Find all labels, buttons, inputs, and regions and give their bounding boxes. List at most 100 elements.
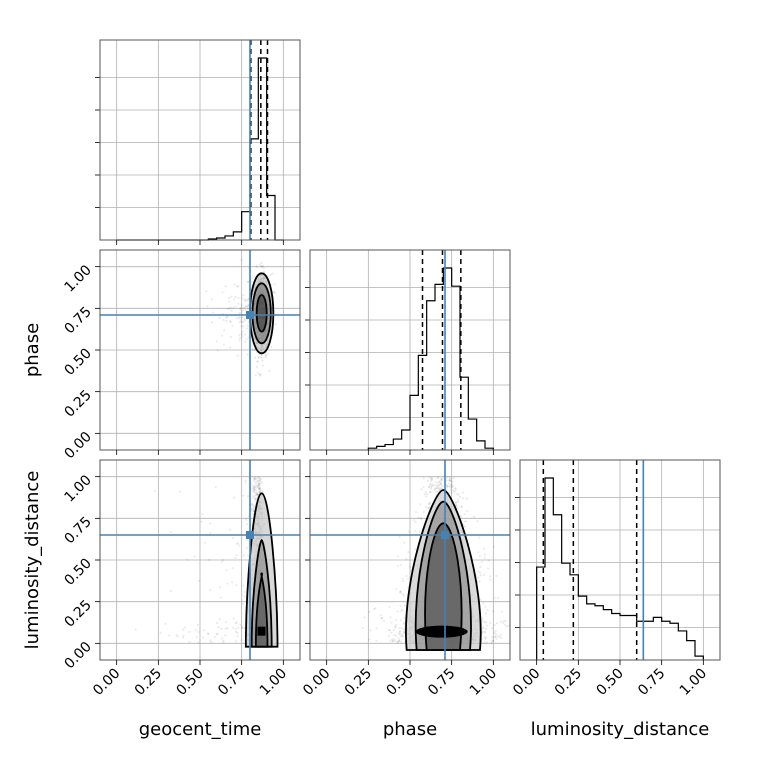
sample-point bbox=[395, 618, 398, 622]
sample-point bbox=[234, 630, 238, 633]
sample-point bbox=[194, 629, 198, 632]
x-tick-label: 1.00 bbox=[677, 666, 710, 699]
sample-point bbox=[245, 298, 248, 301]
sample-point bbox=[463, 525, 466, 528]
sample-point bbox=[498, 635, 501, 638]
sample-point bbox=[440, 482, 443, 485]
sample-point bbox=[490, 640, 493, 643]
sample-point bbox=[239, 336, 242, 339]
sample-point bbox=[254, 480, 257, 483]
sample-point bbox=[241, 602, 244, 605]
sample-point bbox=[225, 315, 228, 318]
sample-point bbox=[455, 504, 458, 507]
sample-point bbox=[472, 515, 476, 518]
sample-point bbox=[456, 498, 459, 501]
sample-point bbox=[235, 584, 238, 587]
sample-point bbox=[225, 319, 228, 323]
sample-point bbox=[431, 484, 434, 488]
sample-point bbox=[242, 294, 245, 297]
sample-point bbox=[246, 280, 249, 284]
sample-point bbox=[224, 634, 227, 637]
sample-point bbox=[232, 306, 235, 310]
sample-point bbox=[438, 487, 441, 490]
sample-point bbox=[393, 639, 397, 642]
y-axis-label-luminosity_distance: luminosity_distance bbox=[22, 471, 43, 650]
histogram-panel-geocent_time bbox=[95, 39, 301, 241]
sample-point bbox=[428, 501, 432, 504]
sample-point bbox=[242, 554, 245, 557]
sample-point bbox=[478, 580, 481, 583]
sample-point bbox=[223, 329, 226, 332]
sample-point bbox=[257, 482, 260, 485]
sample-point bbox=[492, 609, 495, 613]
sample-point bbox=[229, 335, 232, 339]
sample-point bbox=[201, 512, 204, 516]
sample-point bbox=[230, 581, 234, 584]
scatter-panel-geocent_time-vs-phase bbox=[99, 249, 301, 451]
sample-point bbox=[420, 516, 423, 519]
sample-point bbox=[250, 508, 253, 511]
sample-point bbox=[395, 634, 398, 637]
sample-point bbox=[243, 319, 246, 322]
sample-point bbox=[451, 480, 454, 483]
sample-point bbox=[257, 482, 260, 485]
sample-point bbox=[390, 631, 393, 634]
sample-point bbox=[437, 476, 440, 479]
sample-point bbox=[450, 486, 453, 489]
sample-point bbox=[209, 588, 212, 592]
sample-point bbox=[231, 626, 234, 629]
sample-point bbox=[430, 477, 433, 480]
sample-point bbox=[240, 638, 243, 642]
sample-point bbox=[516, 591, 518, 593]
sample-point bbox=[420, 488, 423, 491]
sample-point bbox=[495, 574, 498, 577]
sample-point bbox=[256, 493, 260, 496]
sample-point bbox=[462, 523, 465, 526]
sample-point bbox=[256, 493, 259, 497]
sample-point bbox=[485, 624, 488, 627]
sample-point bbox=[406, 577, 410, 580]
sample-point bbox=[391, 639, 394, 643]
sample-point bbox=[259, 477, 262, 480]
sample-point bbox=[207, 632, 210, 635]
sample-point bbox=[439, 482, 442, 486]
sample-point bbox=[262, 267, 265, 270]
sample-point bbox=[250, 507, 253, 510]
sample-point bbox=[374, 607, 377, 610]
sample-point bbox=[464, 520, 468, 523]
sample-point bbox=[255, 264, 258, 267]
sample-point bbox=[243, 626, 246, 630]
y-tick-label: 0.00 bbox=[61, 429, 94, 462]
sample-point bbox=[477, 570, 480, 573]
sample-point bbox=[460, 505, 463, 508]
sample-point bbox=[397, 637, 400, 640]
sample-point bbox=[257, 360, 260, 363]
sample-point bbox=[396, 564, 400, 568]
sample-point bbox=[253, 504, 256, 508]
sample-point bbox=[244, 518, 248, 521]
sample-point bbox=[450, 491, 453, 495]
histogram-panel-luminosity_distance bbox=[515, 459, 721, 661]
sample-point bbox=[448, 479, 452, 482]
sample-point bbox=[201, 636, 205, 639]
sample-point bbox=[251, 505, 254, 508]
sample-point bbox=[391, 640, 394, 643]
y-tick-label: 0.75 bbox=[61, 514, 94, 547]
sample-point bbox=[251, 276, 254, 279]
sample-point bbox=[363, 616, 366, 619]
sample-point bbox=[253, 476, 256, 479]
sample-point bbox=[251, 484, 254, 487]
sample-point bbox=[253, 486, 256, 489]
sample-point bbox=[182, 628, 185, 631]
sample-point bbox=[438, 489, 441, 492]
sample-point bbox=[258, 484, 261, 487]
sample-point bbox=[240, 258, 243, 262]
sample-point bbox=[260, 265, 263, 268]
sample-point bbox=[252, 479, 255, 482]
sample-point bbox=[446, 476, 449, 479]
sample-point bbox=[489, 621, 492, 624]
sample-point bbox=[257, 487, 261, 490]
sample-point bbox=[499, 633, 502, 636]
sample-point bbox=[436, 486, 439, 490]
sample-point bbox=[235, 640, 238, 643]
